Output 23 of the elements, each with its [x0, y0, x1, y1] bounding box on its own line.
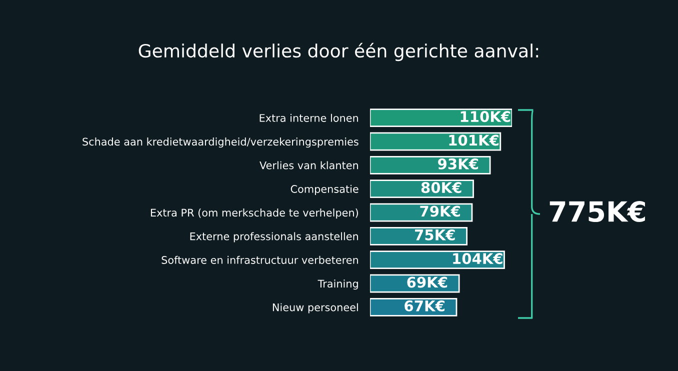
y-tick-label: Compensatie: [290, 184, 358, 195]
bar: [370, 108, 512, 128]
data-label: 104K€: [453, 253, 502, 264]
data-label: 79K€: [420, 206, 460, 217]
text: 775K€: [550, 201, 645, 222]
data-label: 67K€: [404, 300, 444, 312]
y-tick-label: Externe professionals aanstellen: [190, 232, 358, 242]
bar: [370, 156, 491, 174]
data-label: 75K€: [415, 229, 455, 240]
y-tick-label: Extra interne lonen: [260, 114, 358, 122]
data-label: 80K€: [421, 182, 462, 194]
y-tick-label: Software en infrastructuur verbeteren: [162, 256, 358, 264]
y-tick-label: Training: [318, 280, 358, 290]
y-tick-label: Nieuw personeel: [272, 303, 358, 314]
y-tick-label: Verlies van klanten: [260, 161, 358, 170]
bar: [370, 250, 505, 270]
data-label: 69K€: [407, 276, 448, 288]
y-tick-label: Extra PR (om merkschade te verhelpen): [150, 208, 358, 219]
y-tick-label: Schade aan kredietwaardigheid/verzekeringspremies: [82, 138, 358, 148]
data-label: 101K€: [449, 134, 499, 146]
data-label: 110K€: [460, 111, 510, 122]
chart-title: Gemiddeld verlies door één gerichte aanval:: [138, 42, 538, 62]
data-label: 93K€: [438, 158, 478, 170]
